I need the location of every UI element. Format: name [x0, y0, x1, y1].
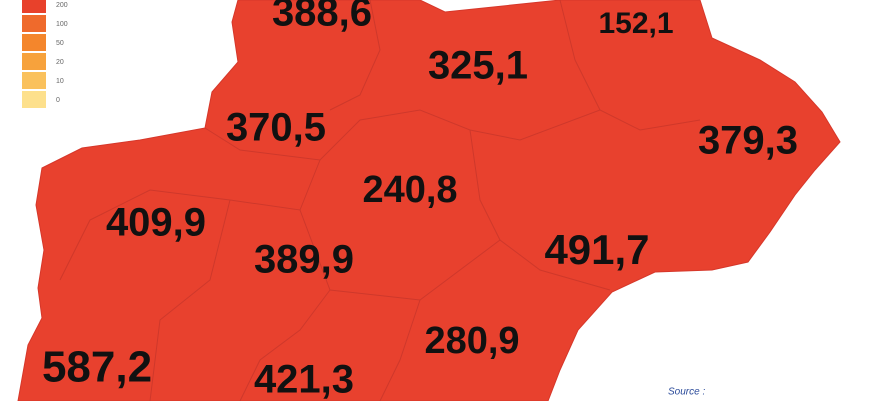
region-labels: 388,6 325,1 152,1 379,3 370,5 240,8 409,9 389,9… [42, 0, 798, 401]
region-value: 370,5 [226, 106, 326, 150]
legend-label: 20 [56, 59, 64, 66]
region-value: 587,2 [42, 343, 152, 392]
region-value: 389,9 [254, 238, 354, 282]
legend-label: 0 [56, 97, 60, 104]
legend-swatch [22, 91, 46, 108]
region-value: 240,8 [362, 169, 457, 211]
legend-label: 10 [56, 78, 64, 85]
source-label: Source : [668, 387, 705, 398]
legend-swatch [22, 53, 46, 70]
region-value: 409,9 [106, 201, 206, 245]
region-value: 491,7 [544, 226, 649, 273]
region-borders [59, 0, 701, 401]
region-value: 325,1 [428, 44, 528, 88]
region-value: 280,9 [424, 320, 519, 362]
region-value: 421,3 [254, 358, 354, 401]
legend-swatch [22, 15, 46, 32]
legend-swatch [22, 34, 46, 51]
legend-label: 50 [56, 40, 64, 47]
legend-label: 200 [56, 2, 68, 9]
legend-swatch [22, 0, 46, 13]
region-value: 379,3 [698, 119, 798, 163]
region-area [17, 0, 841, 401]
region-value: 388,6 [272, 0, 372, 35]
region-value: 152,1 [598, 7, 673, 40]
legend-swatch [22, 72, 46, 89]
legend-label: 100 [56, 21, 68, 28]
